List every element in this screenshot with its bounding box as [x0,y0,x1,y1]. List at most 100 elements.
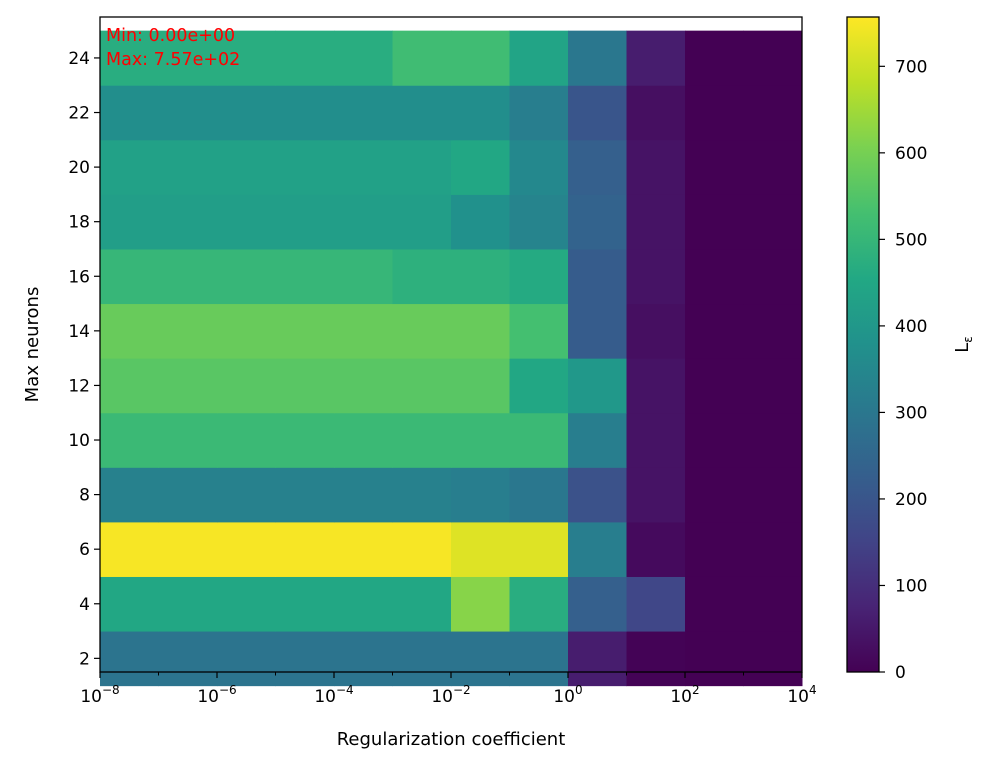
heatmap-cell [158,631,218,687]
colorbar-title-main: L [952,343,973,353]
x-tick-exponent: 0 [575,683,583,697]
heatmap-cell [568,30,627,86]
heatmap-cell [685,248,744,305]
heatmap-cell [334,631,393,687]
x-tick-base: 10 [670,687,692,707]
x-tick-exponent: 2 [692,683,700,697]
heatmap-cell [685,303,744,359]
colorbar-tick-label: 700 [895,57,927,77]
heatmap-cell [568,194,627,250]
heatmap-cell [568,412,627,468]
heatmap-cell [568,576,627,632]
heatmap-cell [392,303,452,359]
heatmap-cell [158,467,218,523]
heatmap-cell [217,30,276,86]
heatmap-cell [158,139,218,195]
heatmap-cell [334,358,393,414]
heatmap-cell [275,139,335,195]
heatmap-cell [392,631,452,687]
heatmap-cell [626,576,686,632]
heatmap-cell [568,467,627,523]
heatmap-cell [158,248,218,305]
heatmap-cell [568,303,627,359]
heatmap-cell [568,358,627,414]
heatmap-cell [275,30,335,86]
heatmap-cell [100,30,159,86]
heatmap-cell [217,631,276,687]
heatmap-cell [275,358,335,414]
heatmap-cell [334,194,393,250]
y-tick-label: 10 [68,431,90,451]
heatmap-cell [275,412,335,468]
x-tick-label: 10−2 [431,683,470,707]
heatmap-cell [217,139,276,195]
heatmap-cell [626,248,686,305]
x-tick-exponent: −4 [336,683,354,697]
heatmap-cell [568,521,627,577]
heatmap-cell [626,139,686,195]
heatmap-cell [509,631,569,687]
heatmap-cell [158,30,218,86]
heatmap-cell [275,248,335,305]
heatmap-cell [743,631,803,687]
heatmap-cell [743,85,803,141]
heatmap-cell [158,358,218,414]
heatmap-cell [626,467,686,523]
heatmap-cell [743,139,803,195]
heatmap-cell [509,30,569,86]
heatmap-cell [568,248,627,305]
x-tick-base: 10 [431,687,453,707]
x-tick-base: 10 [553,687,575,707]
heatmap-cells [100,30,803,687]
heatmap-cell [685,85,744,141]
heatmap-cell [158,412,218,468]
heatmap-cell [509,139,569,195]
heatmap-cell [685,521,744,577]
heatmap-cell [509,194,569,250]
annotation-min: Min: 0.00e+00 [106,26,235,46]
colorbar-tick-label: 500 [895,230,927,250]
heatmap-cell [509,248,569,305]
colorbar-tick-label: 400 [895,317,927,337]
colorbar-title: Lε [952,336,975,353]
heatmap-cell [392,521,452,577]
colorbar-tick-label: 100 [895,576,927,596]
heatmap-cell [100,576,159,632]
heatmap-cell [685,194,744,250]
heatmap-cell [451,303,510,359]
heatmap-cell [743,412,803,468]
x-tick-label: 10−4 [314,683,353,707]
y-tick-label: 2 [79,649,90,669]
colorbar-tick-label: 300 [895,403,927,423]
y-tick-label: 6 [79,540,90,560]
heatmap-cell [392,467,452,523]
heatmap-cell [743,467,803,523]
heatmap-cell [334,248,393,305]
heatmap-cell [626,85,686,141]
heatmap-cell [158,194,218,250]
heatmap-cell [275,194,335,250]
heatmap-cell [509,521,569,577]
heatmap-cell [158,85,218,141]
x-tick-exponent: −6 [219,683,237,697]
heatmap-cell [451,521,510,577]
y-tick-label: 20 [68,158,90,178]
heatmap-cell [100,358,159,414]
heatmap-cell [743,521,803,577]
x-tick-label: 10−8 [80,683,119,707]
heatmap-cell [626,412,686,468]
heatmap-cell [334,85,393,141]
heatmap-cell [392,248,452,305]
heatmap-cell [685,631,744,687]
heatmap-cell [275,467,335,523]
x-tick-exponent: 4 [809,683,817,697]
heatmap-cell [100,139,159,195]
heatmap-cell [158,521,218,577]
heatmap-cell [100,631,159,687]
colorbar-title-subscript: ε [961,336,975,343]
colorbar-tick-label: 200 [895,490,927,510]
y-axis-title: Max neurons [22,287,43,403]
x-tick-base: 10 [314,687,336,707]
